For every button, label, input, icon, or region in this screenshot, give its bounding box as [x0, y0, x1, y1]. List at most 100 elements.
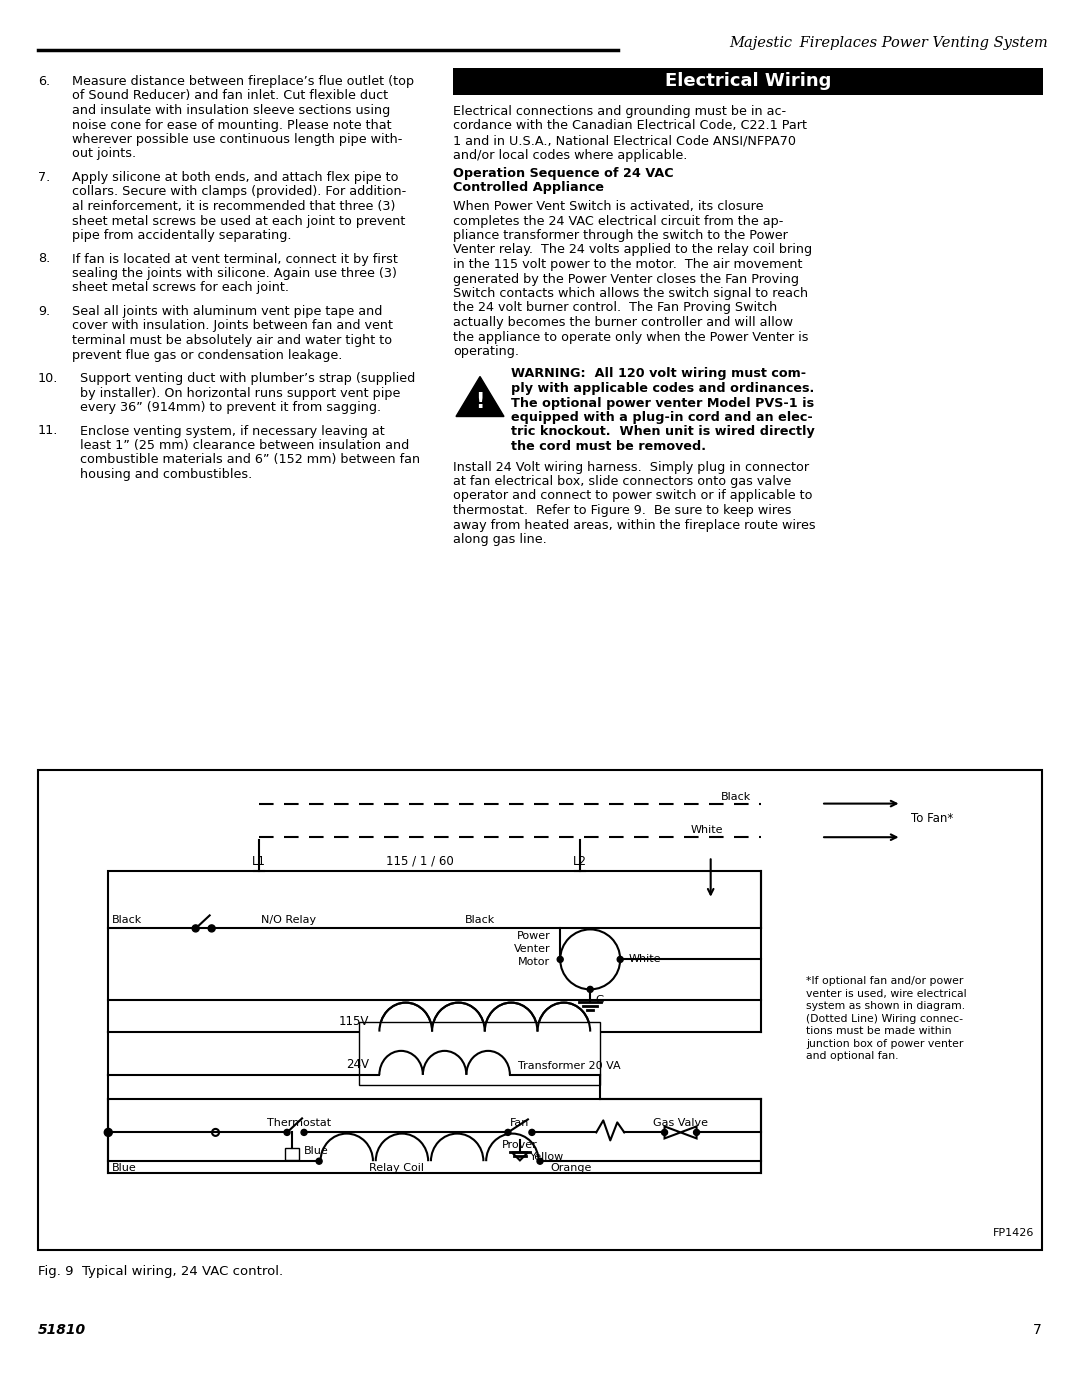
Text: Operation Sequence of 24 VAC: Operation Sequence of 24 VAC: [453, 168, 674, 180]
Text: Power: Power: [516, 932, 550, 942]
Text: along gas line.: along gas line.: [453, 534, 546, 546]
Text: system as shown in diagram.: system as shown in diagram.: [806, 1002, 966, 1011]
Text: N/O Relay: N/O Relay: [261, 915, 316, 925]
Text: Apply silicone at both ends, and attach flex pipe to: Apply silicone at both ends, and attach …: [72, 170, 399, 184]
Text: 8.: 8.: [38, 253, 51, 265]
Circle shape: [617, 957, 623, 963]
Text: Enclose venting system, if necessary leaving at: Enclose venting system, if necessary lea…: [80, 425, 384, 437]
Text: the appliance to operate only when the Power Venter is: the appliance to operate only when the P…: [453, 331, 809, 344]
Text: tions must be made within: tions must be made within: [806, 1027, 951, 1037]
Text: Venter relay.  The 24 volts applied to the relay coil bring: Venter relay. The 24 volts applied to th…: [453, 243, 812, 257]
Text: operator and connect to power switch or if applicable to: operator and connect to power switch or …: [453, 489, 812, 503]
Circle shape: [505, 1129, 511, 1136]
Text: Thermostat: Thermostat: [267, 1119, 332, 1129]
Text: Install 24 Volt wiring harness.  Simply plug in connector: Install 24 Volt wiring harness. Simply p…: [453, 461, 809, 474]
Polygon shape: [512, 1153, 528, 1161]
Text: !: !: [475, 393, 485, 412]
Polygon shape: [680, 1126, 697, 1139]
Text: L2: L2: [573, 855, 588, 868]
Text: at fan electrical box, slide connectors onto gas valve: at fan electrical box, slide connectors …: [453, 475, 792, 488]
Text: away from heated areas, within the fireplace route wires: away from heated areas, within the firep…: [453, 518, 815, 531]
Text: *If optional fan and/or power: *If optional fan and/or power: [806, 977, 963, 986]
Circle shape: [693, 1129, 700, 1136]
Text: (Dotted Line) Wiring connec-: (Dotted Line) Wiring connec-: [806, 1014, 963, 1024]
Text: Black: Black: [112, 915, 143, 925]
Text: tric knockout.  When unit is wired directly: tric knockout. When unit is wired direct…: [511, 426, 814, 439]
Text: thermostat.  Refer to Figure 9.  Be sure to keep wires: thermostat. Refer to Figure 9. Be sure t…: [453, 504, 792, 517]
Text: Electrical connections and grounding must be in ac-: Electrical connections and grounding mus…: [453, 105, 786, 117]
Text: of Sound Reducer) and fan inlet. Cut flexible duct: of Sound Reducer) and fan inlet. Cut fle…: [72, 89, 388, 102]
Text: least 1” (25 mm) clearance between insulation and: least 1” (25 mm) clearance between insul…: [80, 439, 409, 453]
Text: Measure distance between fireplace’s flue outlet (top: Measure distance between fireplace’s flu…: [72, 75, 414, 88]
Text: 115V: 115V: [339, 1014, 369, 1028]
Text: 24V: 24V: [347, 1058, 369, 1070]
Circle shape: [507, 1071, 513, 1078]
Text: cover with insulation. Joints between fan and vent: cover with insulation. Joints between fa…: [72, 320, 393, 332]
Circle shape: [301, 1129, 307, 1136]
Text: 9.: 9.: [38, 305, 50, 319]
Text: Yellow: Yellow: [530, 1153, 564, 1162]
Text: pipe from accidentally separating.: pipe from accidentally separating.: [72, 229, 292, 242]
Text: generated by the Power Venter closes the Fan Proving: generated by the Power Venter closes the…: [453, 272, 799, 285]
Text: in the 115 volt power to the motor.  The air movement: in the 115 volt power to the motor. The …: [453, 258, 802, 271]
Bar: [285, 1148, 299, 1161]
Text: 115 / 1 / 60: 115 / 1 / 60: [386, 855, 454, 868]
Bar: [38, 770, 1042, 1250]
Text: 51810: 51810: [38, 1323, 86, 1337]
Text: every 36” (914mm) to prevent it from sagging.: every 36” (914mm) to prevent it from sag…: [80, 401, 381, 414]
Text: Black: Black: [464, 915, 495, 925]
Text: equipped with a plug-in cord and an elec-: equipped with a plug-in cord and an elec…: [511, 411, 813, 425]
Circle shape: [208, 925, 215, 932]
Circle shape: [316, 1158, 322, 1164]
Text: Fig. 9  Typical wiring, 24 VAC control.: Fig. 9 Typical wiring, 24 VAC control.: [38, 1266, 283, 1278]
Circle shape: [588, 1028, 593, 1035]
Text: Orange: Orange: [550, 1164, 592, 1173]
Text: Transformer 20 VA: Transformer 20 VA: [518, 1060, 621, 1070]
Text: housing and combustibles.: housing and combustibles.: [80, 468, 253, 481]
Text: Gas Valve: Gas Valve: [653, 1119, 708, 1129]
Text: Venter: Venter: [514, 944, 550, 954]
Circle shape: [588, 986, 593, 992]
Text: noise cone for ease of mounting. Please note that: noise cone for ease of mounting. Please …: [72, 119, 392, 131]
Text: L1: L1: [252, 855, 266, 868]
Text: out joints.: out joints.: [72, 148, 136, 161]
Text: combustible materials and 6” (152 mm) between fan: combustible materials and 6” (152 mm) be…: [80, 454, 420, 467]
Text: White: White: [629, 954, 661, 964]
Text: Blue: Blue: [305, 1147, 328, 1157]
Text: and insulate with insulation sleeve sections using: and insulate with insulation sleeve sect…: [72, 103, 390, 117]
Text: sheet metal screws be used at each joint to prevent: sheet metal screws be used at each joint…: [72, 215, 405, 228]
Text: and optional fan.: and optional fan.: [806, 1052, 899, 1062]
Text: White: White: [690, 826, 724, 835]
Text: ply with applicable codes and ordinances.: ply with applicable codes and ordinances…: [511, 381, 814, 395]
Text: WARNING:  All 120 volt wiring must com-: WARNING: All 120 volt wiring must com-: [511, 367, 806, 380]
Text: actually becomes the burner controller and will allow: actually becomes the burner controller a…: [453, 316, 793, 330]
Text: operating.: operating.: [453, 345, 519, 358]
Circle shape: [376, 1071, 382, 1078]
Text: Switch contacts which allows the switch signal to reach: Switch contacts which allows the switch …: [453, 286, 808, 300]
Text: al reinforcement, it is recommended that three (3): al reinforcement, it is recommended that…: [72, 200, 395, 212]
Text: FP1426: FP1426: [993, 1228, 1034, 1238]
Text: venter is used, wire electrical: venter is used, wire electrical: [806, 989, 967, 999]
Text: Blue: Blue: [112, 1164, 137, 1173]
Text: Support venting duct with plumber’s strap (supplied: Support venting duct with plumber’s stra…: [80, 372, 415, 386]
Circle shape: [529, 1129, 535, 1136]
Text: Motor: Motor: [518, 957, 550, 967]
Circle shape: [662, 1129, 667, 1136]
Text: the 24 volt burner control.  The Fan Proving Switch: the 24 volt burner control. The Fan Prov…: [453, 302, 778, 314]
Text: 6.: 6.: [38, 75, 50, 88]
Text: completes the 24 VAC electrical circuit from the ap-: completes the 24 VAC electrical circuit …: [453, 215, 783, 228]
Text: Electrical Wiring: Electrical Wiring: [665, 73, 832, 91]
Bar: [453, 68, 1043, 95]
Polygon shape: [664, 1126, 680, 1139]
Circle shape: [561, 929, 620, 989]
Text: Majestic  Fireplaces Power Venting System: Majestic Fireplaces Power Venting System: [729, 36, 1048, 50]
Text: cordance with the Canadian Electrical Code, C22.1 Part: cordance with the Canadian Electrical Co…: [453, 120, 807, 133]
Text: Relay Coil: Relay Coil: [369, 1164, 424, 1173]
Bar: [360, 1021, 600, 1085]
Circle shape: [537, 1158, 543, 1164]
Text: Fan: Fan: [510, 1119, 529, 1129]
Circle shape: [192, 925, 199, 932]
Text: Controlled Appliance: Controlled Appliance: [453, 182, 604, 194]
Circle shape: [376, 1028, 382, 1035]
Bar: [108, 1099, 761, 1173]
